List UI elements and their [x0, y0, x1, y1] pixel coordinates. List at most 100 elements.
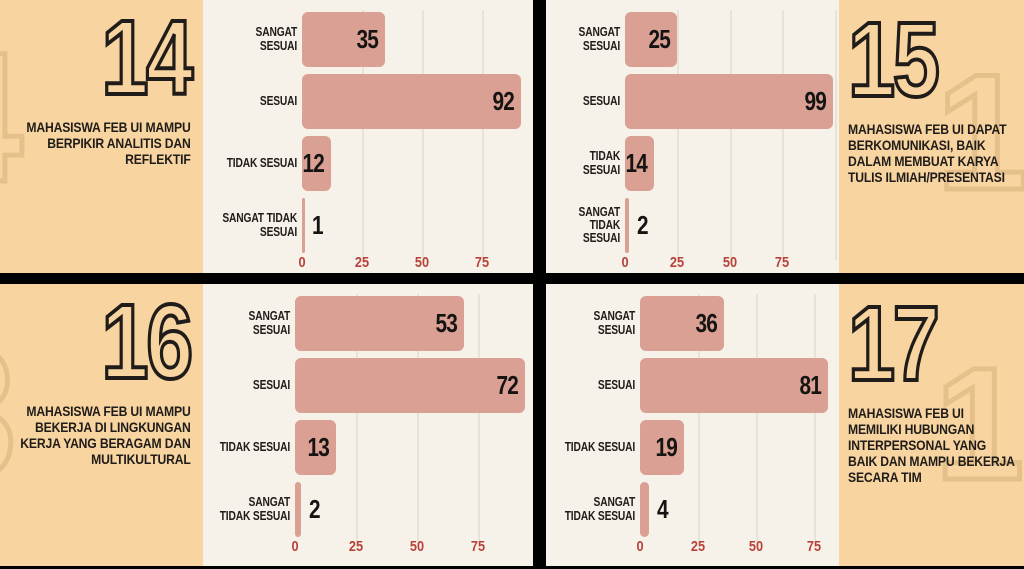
- gridline: [362, 10, 365, 260]
- category-label: SANGAT SESUAI: [593, 309, 636, 337]
- category-label: SESUAI: [259, 93, 298, 108]
- panel-question-17: SANGAT SESUAI 36 SESUAI 81 TIDAK SESUAI 19 SAN…: [546, 284, 1024, 566]
- gridline: [729, 10, 732, 260]
- value-label: 36: [694, 307, 717, 338]
- bar: [625, 12, 678, 67]
- panel-question-15: SANGAT SESUAI 25 SESUAI 99 TIDAK SESUAI 14 SAN…: [546, 0, 1024, 273]
- bar-row: SANGAT SESUAI 25: [546, 12, 839, 67]
- value-label: 53: [435, 307, 458, 338]
- axis-tick: 50: [722, 254, 737, 271]
- x-axis: 0 25 50 75: [621, 253, 839, 273]
- bar-row: TIDAK SESUAI 13: [203, 420, 533, 475]
- value-label: 1: [312, 209, 324, 240]
- value-label: 19: [655, 431, 678, 462]
- x-axis: 0 25 50 75: [298, 253, 533, 273]
- category-label: SANGAT SESUAI: [255, 25, 298, 53]
- bar-plot-area: 1: [302, 198, 533, 253]
- bar-row: SESUAI 92: [203, 74, 533, 129]
- bar-row: SANGAT TIDAK SESUAI 1: [203, 198, 533, 253]
- gridline: [834, 10, 837, 260]
- axis-tick: 0: [291, 538, 299, 555]
- axis-tick: 25: [354, 254, 370, 271]
- chart-rows: SANGAT SESUAI 53 SESUAI 72 TIDAK SESUAI 13 SAN…: [203, 296, 533, 544]
- info-panel-16: 3 16 MAHASISWA FEB UI MAMPU BEKERJA DI L…: [0, 284, 203, 566]
- bar-row: SANGAT SESUAI 53: [203, 296, 533, 351]
- chart-gridlines: [295, 294, 533, 544]
- bar-row: SESUAI 72: [203, 358, 533, 413]
- bar-row: SANGAT TIDAK SESUAI 4: [546, 482, 839, 537]
- bar-plot-area: 25: [625, 12, 839, 67]
- bar-plot-area: 81: [640, 358, 839, 413]
- axis-tick: 50: [410, 538, 425, 555]
- category-label: TIDAK SESUAI: [226, 155, 298, 170]
- axis-tick: 75: [775, 254, 790, 271]
- value-label: 72: [496, 369, 518, 400]
- bar-chart-14: SANGAT SESUAI 35 SESUAI 92 TIDAK SESUAI 12 SAN…: [203, 0, 533, 273]
- question-number-17: 17: [846, 285, 941, 403]
- value-label: 14: [625, 147, 648, 178]
- bar: [295, 296, 465, 351]
- axis-tick: 75: [470, 538, 486, 555]
- x-axis: 0 25 50 75: [636, 537, 839, 559]
- bar-plot-area: 4: [640, 482, 839, 537]
- question-number-16: 16: [100, 284, 195, 401]
- value-label: 99: [804, 85, 826, 116]
- gridline: [478, 294, 481, 544]
- bar-plot-area: 13: [295, 420, 533, 475]
- question-title-15: MAHASISWA FEB UI DAPAT BERKOMUNIKASI, BA…: [848, 120, 1007, 186]
- value-label: 2: [309, 493, 321, 524]
- axis-tick: 50: [415, 254, 430, 271]
- info-panel-17: 1 17 MAHASISWA FEB UI MEMILIKI HUBUNGAN …: [839, 284, 1024, 566]
- gridline: [355, 294, 358, 544]
- chart-gridlines: [625, 10, 839, 260]
- gridline: [417, 294, 420, 544]
- bar-plot-area: 2: [625, 198, 839, 253]
- bar-plot-area: 92: [302, 74, 533, 129]
- value-label: 35: [356, 23, 379, 54]
- ghost-number-15: 1: [934, 40, 1024, 224]
- chart-rows: SANGAT SESUAI 36 SESUAI 81 TIDAK SESUAI 19 SAN…: [546, 296, 839, 544]
- axis-tick: 25: [691, 538, 706, 555]
- category-label: SANGAT SESUAI: [578, 25, 621, 53]
- bar: [625, 74, 833, 129]
- question-title-14: MAHASISWA FEB UI MAMPU BERPIKIR ANALITIS…: [26, 118, 191, 167]
- info-panel-14: 4 14 MAHASISWA FEB UI MAMPU BERPIKIR ANA…: [0, 0, 203, 273]
- panel-question-14: 4 14 MAHASISWA FEB UI MAMPU BERPIKIR ANA…: [0, 0, 533, 273]
- bar-row: TIDAK SESUAI 12: [203, 136, 533, 191]
- axis-tick: 75: [474, 254, 490, 271]
- bar-row: SESUAI 81: [546, 358, 839, 413]
- category-label: SESUAI: [582, 93, 621, 108]
- bar-plot-area: 19: [640, 420, 839, 475]
- bar: [302, 12, 386, 67]
- bar-row: TIDAK SESUAI 19: [546, 420, 839, 475]
- bar-plot-area: 35: [302, 12, 533, 67]
- category-label: TIDAK SESUAI: [582, 149, 621, 177]
- category-label: TIDAK SESUAI: [219, 439, 291, 454]
- chart-rows: SANGAT SESUAI 35 SESUAI 92 TIDAK SESUAI 12 SAN…: [203, 12, 533, 260]
- category-label: SESUAI: [597, 377, 636, 392]
- axis-tick: 25: [670, 254, 685, 271]
- gridline: [782, 10, 785, 260]
- bar: [302, 136, 331, 191]
- bar-row: SANGAT SESUAI 36: [546, 296, 839, 351]
- category-label: SESUAI: [252, 377, 291, 392]
- gridline: [813, 294, 816, 544]
- value-label: 2: [637, 209, 649, 240]
- bar-plot-area: 2: [295, 482, 533, 537]
- question-number-14: 14: [100, 0, 195, 117]
- bar-plot-area: 72: [295, 358, 533, 413]
- chart-rows: SANGAT SESUAI 25 SESUAI 99 TIDAK SESUAI 14 SAN…: [546, 12, 839, 260]
- category-label: SANGAT TIDAK SESUAI: [578, 204, 621, 246]
- bar: [625, 198, 630, 253]
- bar-chart-17: SANGAT SESUAI 36 SESUAI 81 TIDAK SESUAI 19 SAN…: [546, 284, 839, 566]
- bar-row: SANGAT TIDAK SESUAI 2: [546, 198, 839, 253]
- bar-chart-16: SANGAT SESUAI 53 SESUAI 72 TIDAK SESUAI 13 SAN…: [203, 284, 533, 566]
- gridline: [481, 10, 484, 260]
- bar-plot-area: 53: [295, 296, 533, 351]
- axis-tick: 0: [636, 538, 644, 555]
- bar-plot-area: 99: [625, 74, 839, 129]
- bar-row: TIDAK SESUAI 14: [546, 136, 839, 191]
- value-label: 81: [799, 369, 821, 400]
- bar: [625, 136, 655, 191]
